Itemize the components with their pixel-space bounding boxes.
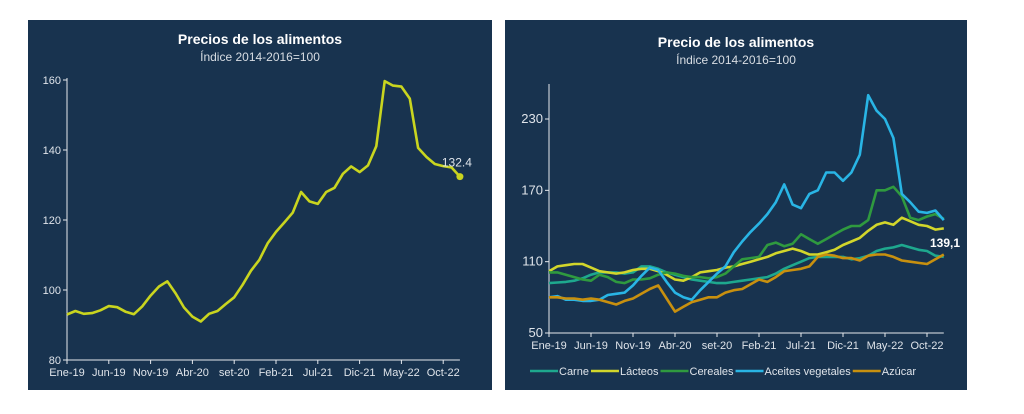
series-line-aceites-vegetales: [548, 93, 945, 303]
x-tick-label: Feb-21: [259, 367, 294, 379]
food-categories-chart: Precio de los alimentos Índice 2014-2016=…: [521, 34, 960, 378]
x-tick-label: set-20: [219, 367, 250, 379]
y-tick-label: 120: [43, 215, 61, 227]
last-point-marker: [456, 173, 464, 181]
x-tick-label: May-22: [867, 340, 904, 352]
x-tick-label: May-22: [383, 367, 420, 379]
x-tick-label: Jun-19: [92, 367, 126, 379]
x-tick-label: Abr-20: [658, 340, 691, 352]
x-tick-label: Oct-22: [427, 367, 460, 379]
chart-panel-food-categories: Precio de los alimentos Índice 2014-2016=…: [505, 20, 967, 390]
series-line-azúcar: [549, 253, 945, 313]
legend-label: Lácteos: [620, 366, 659, 378]
y-tick-label: 160: [43, 75, 61, 87]
chart-title: Precios de los alimentos: [178, 31, 342, 47]
series-line-lácteos: [548, 216, 944, 282]
x-tick-label: Ene-19: [531, 340, 566, 352]
y-tick-label: 80: [49, 355, 61, 367]
series-line-cereales: [549, 185, 945, 285]
x-tick-label: Ene-19: [49, 367, 84, 379]
chart-title: Precio de los alimentos: [658, 34, 815, 50]
x-tick-label: Feb-21: [742, 340, 777, 352]
legend-label: Carne: [559, 366, 589, 378]
series-line-index: [66, 79, 461, 323]
x-tick-label: Jun-19: [574, 340, 608, 352]
x-tick-label: Nov-19: [133, 367, 168, 379]
x-tick-label: Jul-21: [303, 367, 333, 379]
last-value-label: 132.4: [442, 156, 472, 170]
chart-subtitle: Índice 2014-2016=100: [200, 49, 320, 64]
x-tick-label: Jul-21: [786, 340, 816, 352]
x-tick-label: Abr-20: [176, 367, 209, 379]
x-tick-label: Dic-21: [344, 367, 376, 379]
legend-label: Azúcar: [882, 366, 917, 378]
y-tick-label: 230: [521, 111, 543, 126]
x-tick-label: Oct-22: [910, 340, 943, 352]
x-tick-label: set-20: [702, 340, 733, 352]
y-tick-label: 170: [521, 182, 543, 197]
legend-label: Cereales: [690, 366, 735, 378]
chart-panel-food-index: Precios de los alimentos Índice 2014-2016…: [28, 20, 492, 390]
last-value-label: 139,1: [930, 236, 960, 250]
chart-subtitle: Índice 2014-2016=100: [676, 52, 796, 67]
x-tick-label: Nov-19: [615, 340, 650, 352]
y-tick-label: 100: [43, 285, 61, 297]
y-tick-label: 50: [529, 325, 543, 340]
food-index-chart: Precios de los alimentos Índice 2014-2016…: [43, 31, 473, 379]
x-tick-label: Dic-21: [827, 340, 859, 352]
y-tick-label: 140: [43, 145, 61, 157]
y-tick-label: 110: [522, 254, 543, 269]
legend-label: Aceites vegetales: [765, 366, 852, 378]
